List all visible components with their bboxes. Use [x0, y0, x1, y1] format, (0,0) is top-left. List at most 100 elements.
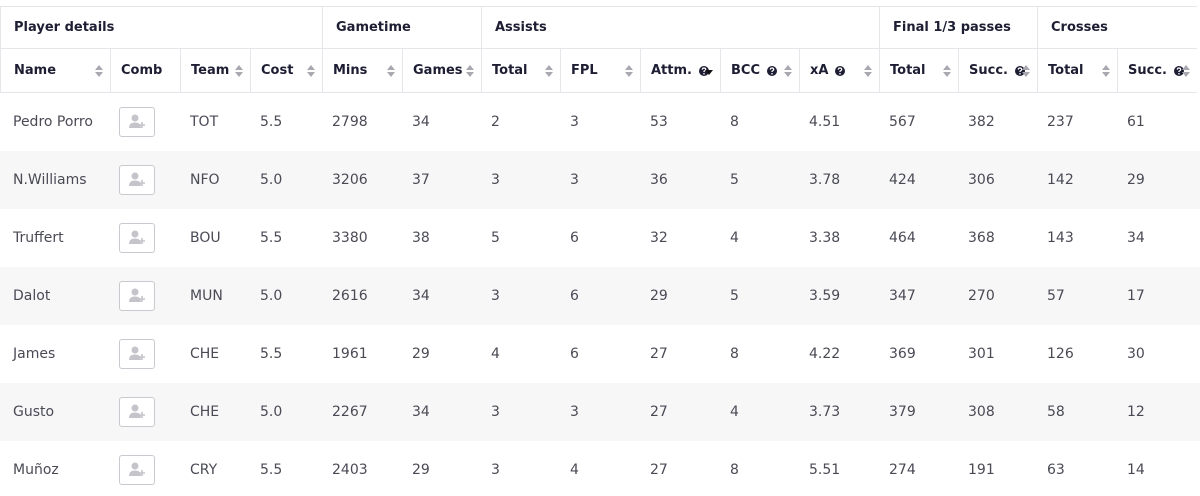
table-cell-text: 8 [730, 462, 739, 478]
compare-button[interactable] [119, 223, 155, 253]
table-cell: 2798 [322, 93, 402, 151]
table-cell: 308 [958, 383, 1037, 441]
table-cell: 53 [640, 93, 720, 151]
table-cell-text: 270 [968, 288, 995, 304]
table-cell: 5.5 [250, 441, 322, 496]
column-header[interactable]: Total [879, 49, 958, 93]
group-header: Gametime [322, 6, 481, 49]
column-header-text: Succ. [969, 63, 1008, 78]
table-cell: 3 [481, 441, 560, 496]
table-cell-text: 6 [570, 346, 579, 362]
table-cell-text: 27 [650, 346, 668, 362]
column-header[interactable]: Succ. [958, 49, 1037, 93]
table-cell-text: 126 [1047, 346, 1074, 362]
column-header-text: xA [810, 63, 829, 78]
column-header[interactable]: Succ. [1117, 49, 1197, 93]
table-cell: 3 [481, 267, 560, 325]
group-header-text: Assists [495, 20, 547, 35]
add-player-icon [129, 346, 145, 360]
compare-button[interactable] [119, 107, 155, 137]
table-cell: 32 [640, 209, 720, 267]
table-cell: Pedro Porro [0, 93, 110, 151]
table-cell-text: 5 [491, 230, 500, 246]
compare-button[interactable] [119, 339, 155, 369]
table-cell: 5 [720, 151, 799, 209]
table-cell: 14 [1117, 441, 1197, 496]
table-cell: 2 [481, 93, 560, 151]
table-cell: 17 [1117, 267, 1197, 325]
column-header[interactable]: xA [799, 49, 879, 93]
compare-button[interactable] [119, 455, 155, 485]
table-cell: 5.51 [799, 441, 879, 496]
table-cell-text: 142 [1047, 172, 1074, 188]
table-cell-text: 369 [889, 346, 916, 362]
table-cell-text: N.Williams [13, 172, 87, 188]
table-cell-text: Dalot [13, 288, 51, 304]
table-cell-text: 143 [1047, 230, 1074, 246]
add-player-icon [129, 230, 145, 244]
table-cell-text: 2616 [332, 288, 368, 304]
table-cell: 237 [1037, 93, 1117, 151]
table-cell: 5.0 [250, 267, 322, 325]
table-cell-text: 4 [491, 346, 500, 362]
column-header[interactable]: Team [180, 49, 250, 93]
table-cell: 29 [640, 267, 720, 325]
column-header-text: Total [492, 63, 528, 78]
table-cell: 38 [402, 209, 481, 267]
column-header[interactable]: Attm. [640, 49, 720, 93]
table-cell-text: 3 [570, 114, 579, 130]
sort-icon [387, 64, 395, 77]
table-cell: 34 [1117, 209, 1197, 267]
table-cell-text: 4 [730, 404, 739, 420]
table-cell-text: 382 [968, 114, 995, 130]
table-cell: 143 [1037, 209, 1117, 267]
sort-icon [943, 64, 951, 77]
table-cell-text: 306 [968, 172, 995, 188]
table-cell: 5.5 [250, 325, 322, 383]
column-header[interactable]: Games [402, 49, 481, 93]
compare-button[interactable] [119, 397, 155, 427]
column-header[interactable]: Mins [322, 49, 402, 93]
table-cell-text: 3.78 [809, 172, 841, 188]
table-cell: 3 [481, 151, 560, 209]
table-cell-text: 5.5 [260, 230, 283, 246]
sort-icon [625, 64, 633, 77]
table-cell-text: 29 [412, 462, 430, 478]
column-header[interactable]: Total [1037, 49, 1117, 93]
group-header: Player details [0, 6, 322, 49]
table-cell-text: 4.51 [809, 114, 841, 130]
table-cell: MUN [180, 267, 250, 325]
column-header[interactable]: Total [481, 49, 560, 93]
table-cell: 382 [958, 93, 1037, 151]
table-cell-text: Gusto [13, 404, 55, 420]
group-header-text: Player details [14, 20, 115, 35]
table-cell: 368 [958, 209, 1037, 267]
table-row: Gusto CHE 5.0 2267 34 3 3 27 4 3.73 379 308 58 12 [0, 383, 1200, 441]
table-cell: 4 [560, 441, 640, 496]
table-cell: 57 [1037, 267, 1117, 325]
column-header[interactable]: Cost [250, 49, 322, 93]
table-cell-text: 368 [968, 230, 995, 246]
group-header-text: Crosses [1051, 20, 1108, 35]
compare-button[interactable] [119, 281, 155, 311]
table-cell-text: 29 [650, 288, 668, 304]
table-row: Pedro Porro TOT 5.5 2798 34 2 3 53 8 4.51 567 382 23… [0, 93, 1200, 151]
info-icon [767, 65, 777, 76]
table-cell-text: 36 [650, 172, 668, 188]
column-header[interactable]: Name [0, 49, 110, 93]
table-cell-text: 38 [412, 230, 430, 246]
column-header[interactable]: BCC [720, 49, 799, 93]
table-cell: Gusto [0, 383, 110, 441]
table-cell-text: 58 [1047, 404, 1065, 420]
add-player-icon [129, 114, 145, 128]
column-header[interactable]: FPL [560, 49, 640, 93]
table-cell-text: 3 [491, 288, 500, 304]
table-cell-text: 17 [1127, 288, 1145, 304]
table-cell: 274 [879, 441, 958, 496]
table-cell: 4.51 [799, 93, 879, 151]
table-cell-text: 53 [650, 114, 668, 130]
table-cell: 270 [958, 267, 1037, 325]
compare-button[interactable] [119, 165, 155, 195]
column-header-text: Cost [261, 63, 294, 78]
sort-icon [545, 64, 553, 77]
